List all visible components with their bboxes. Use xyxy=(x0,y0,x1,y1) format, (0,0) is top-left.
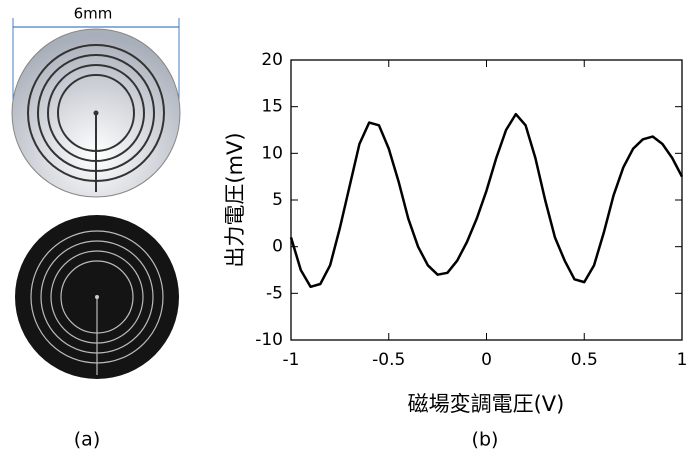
x-tick-label: 1 xyxy=(677,350,688,370)
y-tick-label: 20 xyxy=(261,50,283,70)
x-tick-label: 0.5 xyxy=(571,350,598,370)
scale-label: 6mm xyxy=(74,5,113,23)
panel-label: (a) xyxy=(74,429,100,451)
x-axis-label: 磁場変調電圧(V) xyxy=(408,392,565,416)
plot-frame xyxy=(291,60,682,340)
sensor-photos xyxy=(12,18,180,379)
x-tick-label: 0 xyxy=(481,350,492,370)
panel-label: (b) xyxy=(472,429,499,451)
y-tick-label: -10 xyxy=(255,330,283,350)
y-tick-label: 5 xyxy=(272,190,283,210)
y-tick-label: 10 xyxy=(261,143,283,163)
y-tick-label: 15 xyxy=(261,97,283,117)
x-tick-label: -0.5 xyxy=(372,350,405,370)
x-tick-label: -1 xyxy=(283,350,300,370)
y-tick-label: -5 xyxy=(266,283,283,303)
data-line xyxy=(291,114,682,287)
y-tick-label: 0 xyxy=(272,237,283,257)
y-axis-label: 出力電圧(mV) xyxy=(223,132,247,267)
figure: 6mm (a) (b) 磁場変調電圧(V) 出力電圧(mV) -10-50510… xyxy=(0,0,692,459)
